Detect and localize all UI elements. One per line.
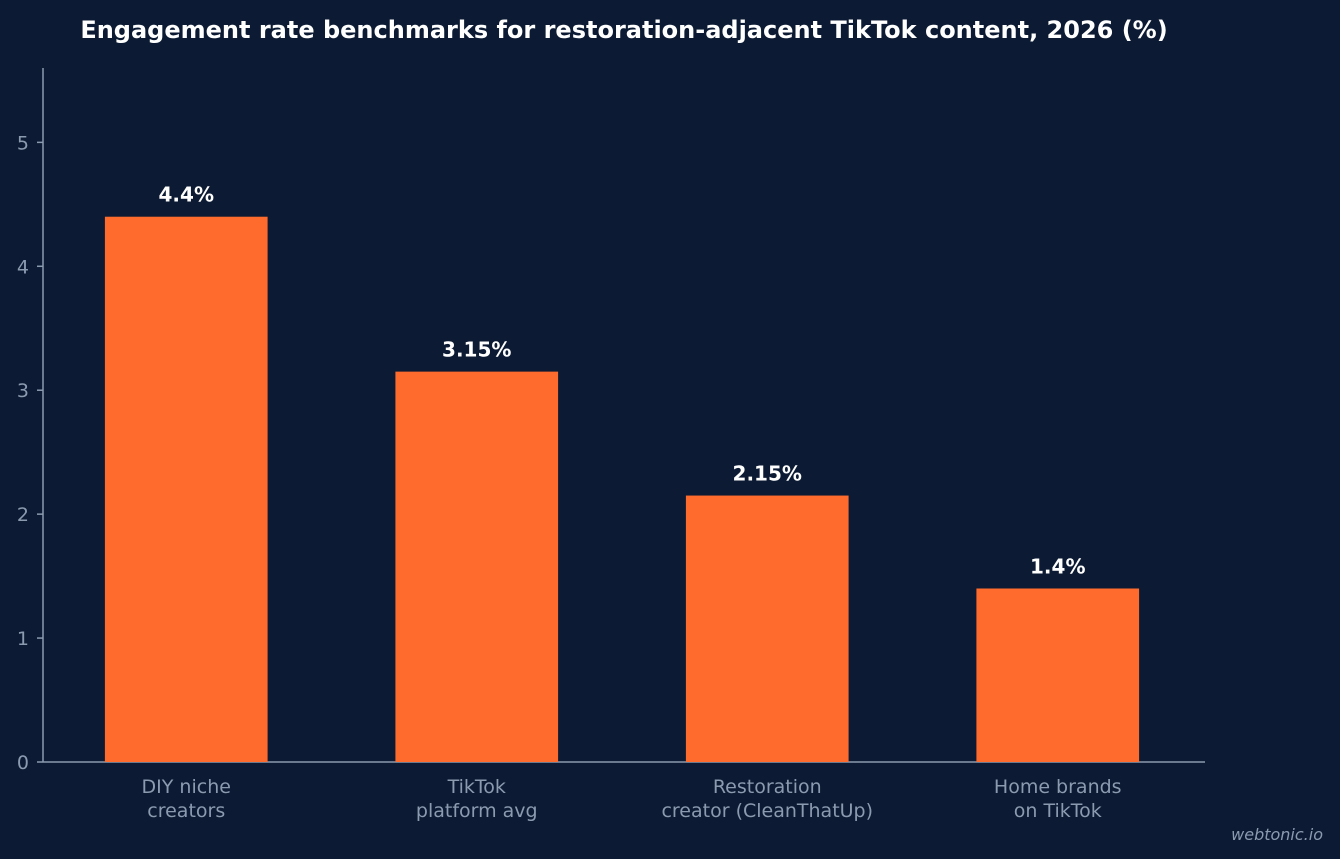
y-tick-label: 4 xyxy=(17,256,29,278)
x-category-label-line: Home brands xyxy=(994,776,1122,798)
category-labels: DIY niche creators TikTok platform avg Resto… xyxy=(142,776,1122,822)
y-tick-label: 1 xyxy=(17,628,29,650)
bar xyxy=(976,588,1140,762)
x-category-label-line: TikTok xyxy=(447,776,506,798)
x-category-label-line: platform avg xyxy=(416,800,538,822)
bar xyxy=(685,495,849,762)
watermark-text: webtonic.io xyxy=(1231,825,1323,844)
y-tick-label: 0 xyxy=(17,752,29,774)
bar xyxy=(395,371,559,762)
chart-title: Engagement rate benchmarks for restorati… xyxy=(80,16,1167,44)
x-category-label-line: creator (CleanThatUp) xyxy=(661,800,873,822)
y-tick-label: 5 xyxy=(17,132,29,154)
x-category-label-line: creators xyxy=(147,800,225,822)
x-category-label: DIY niche creators xyxy=(142,776,231,822)
bar-value-label: 3.15% xyxy=(442,338,511,362)
bar-value-label: 4.4% xyxy=(159,183,214,207)
bar xyxy=(104,216,268,762)
x-category-label: Restoration creator (CleanThatUp) xyxy=(661,776,873,822)
value-labels: 4.4% 3.15% 2.15% 1.4% xyxy=(159,183,1086,579)
y-axis-ticks: 0 1 2 3 4 5 xyxy=(17,132,43,774)
x-category-label: Home brands on TikTok xyxy=(994,776,1122,822)
x-category-label: TikTok platform avg xyxy=(416,776,538,822)
bar-value-label: 1.4% xyxy=(1030,555,1085,579)
y-tick-label: 3 xyxy=(17,380,29,402)
x-category-label-line: DIY niche xyxy=(142,776,231,798)
bar-value-label: 2.15% xyxy=(733,462,802,486)
y-tick-label: 2 xyxy=(17,504,29,526)
x-category-label-line: Restoration xyxy=(713,776,822,798)
x-category-label-line: on TikTok xyxy=(1014,800,1102,822)
bars xyxy=(104,216,1140,762)
